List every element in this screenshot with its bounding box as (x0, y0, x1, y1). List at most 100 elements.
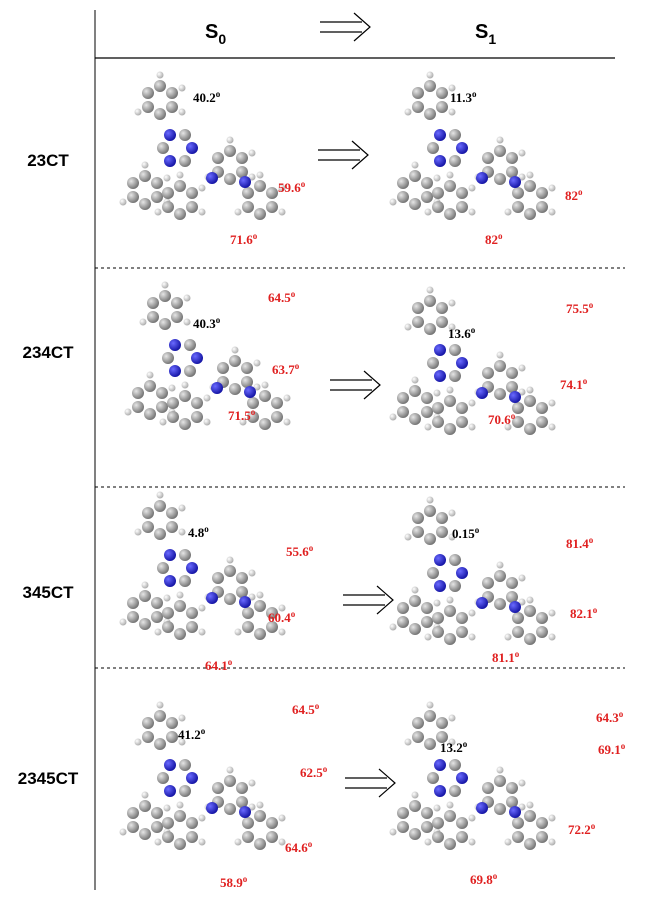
degree-mark: o (515, 649, 520, 659)
angle-value: 82.1 (570, 606, 593, 621)
degree-mark: o (291, 609, 296, 619)
degree-mark: o (201, 726, 206, 736)
angle-label: 59.6o (278, 179, 306, 195)
angle-value: 0.15 (452, 526, 475, 541)
molecule-s0 (120, 492, 286, 641)
angle-label: 63.7o (272, 361, 300, 377)
degree-mark: o (291, 289, 296, 299)
row-label: 23CT (27, 151, 69, 170)
angle-label: 64.3o (596, 709, 624, 725)
angle-label: 81.4o (566, 535, 594, 551)
state-subscript: 1 (488, 31, 496, 47)
angle-value: 82 (565, 188, 578, 203)
degree-mark: o (204, 524, 209, 534)
angle-label: 62.5o (300, 764, 328, 780)
row-arrow (330, 371, 380, 399)
angle-value: 64.1 (205, 658, 228, 673)
degree-mark: o (216, 89, 221, 99)
degree-mark: o (472, 89, 477, 99)
angle-label: 72.2o (568, 821, 596, 837)
angle-value: 59.6 (278, 180, 301, 195)
degree-mark: o (475, 525, 480, 535)
angle-label: 4.8o (188, 524, 209, 540)
header-s1: S1 (475, 21, 496, 47)
degree-mark: o (593, 605, 598, 615)
degree-mark: o (301, 179, 306, 189)
degree-mark: o (308, 839, 313, 849)
degree-mark: o (228, 657, 233, 667)
degree-mark: o (511, 411, 516, 421)
angle-label: 74.1o (560, 376, 588, 392)
degree-mark: o (463, 739, 468, 749)
angle-value: 64.5 (268, 290, 291, 305)
degree-mark: o (309, 543, 314, 553)
angle-label: 75.5o (566, 300, 594, 316)
angle-value: 72.2 (568, 822, 591, 837)
angle-label: 58.9o (220, 874, 248, 890)
angle-label: 40.2o (193, 89, 221, 105)
degree-mark: o (493, 871, 498, 881)
angle-value: 81.1 (492, 650, 515, 665)
angle-value: 58.9 (220, 875, 243, 890)
row-label: 234CT (22, 343, 74, 362)
angle-value: 64.3 (596, 710, 619, 725)
angle-label: 13.6o (448, 325, 476, 341)
angle-value: 13.6 (448, 326, 471, 341)
angle-value: 70.6 (488, 412, 511, 427)
angle-label: 13.2o (440, 739, 468, 755)
degree-mark: o (253, 231, 258, 241)
angle-label: 82.1o (570, 605, 598, 621)
angle-value: 55.6 (286, 544, 309, 559)
angle-value: 69.1 (598, 742, 621, 757)
angle-value: 64.6 (285, 840, 308, 855)
degree-mark: o (315, 701, 320, 711)
molecule-s0 (120, 702, 286, 851)
molecule-s1 (390, 702, 556, 851)
row-label: 2345CT (18, 769, 79, 788)
degree-mark: o (589, 300, 594, 310)
angle-value: 62.5 (300, 765, 323, 780)
angle-label: 64.5o (292, 701, 320, 717)
angle-value: 82 (485, 232, 498, 247)
degree-mark: o (589, 535, 594, 545)
header-s0: S0 (205, 21, 226, 47)
angle-label: 64.1o (205, 657, 233, 673)
angle-label: 82o (485, 231, 503, 247)
degree-mark: o (216, 315, 221, 325)
header-arrow (320, 13, 370, 41)
angle-value: 74.1 (560, 377, 583, 392)
angle-label: 11.3o (450, 89, 477, 105)
angle-label: 64.6o (285, 839, 313, 855)
angle-value: 40.3 (193, 316, 216, 331)
angle-value: 71.6 (230, 232, 253, 247)
angle-value: 11.3 (450, 90, 473, 105)
angle-value: 63.7 (272, 362, 295, 377)
angle-label: 82o (565, 187, 583, 203)
degree-mark: o (471, 325, 476, 335)
degree-mark: o (583, 376, 588, 386)
angle-value: 81.4 (566, 536, 589, 551)
angle-label: 0.15o (452, 525, 480, 541)
state-symbol: S (475, 21, 488, 43)
angle-value: 71.5 (228, 408, 251, 423)
angle-value: 40.2 (193, 90, 216, 105)
angle-label: 40.3o (193, 315, 221, 331)
angle-value: 60.4 (268, 610, 291, 625)
molecule-s0 (125, 282, 291, 431)
angle-value: 13.2 (440, 740, 463, 755)
angle-label: 70.6o (488, 411, 516, 427)
angle-label: 81.1o (492, 649, 520, 665)
angle-label: 41.2o (178, 726, 206, 742)
molecule-s1 (390, 497, 556, 646)
angle-label: 69.8o (470, 871, 498, 887)
angle-value: 4.8 (188, 525, 205, 540)
angle-label: 69.1o (598, 741, 626, 757)
degree-mark: o (621, 741, 626, 751)
angle-label: 64.5o (268, 289, 296, 305)
angle-label: 71.6o (230, 231, 258, 247)
degree-mark: o (323, 764, 328, 774)
angle-label: 60.4o (268, 609, 296, 625)
degree-mark: o (578, 187, 583, 197)
angle-value: 75.5 (566, 301, 589, 316)
angle-value: 41.2 (178, 727, 201, 742)
